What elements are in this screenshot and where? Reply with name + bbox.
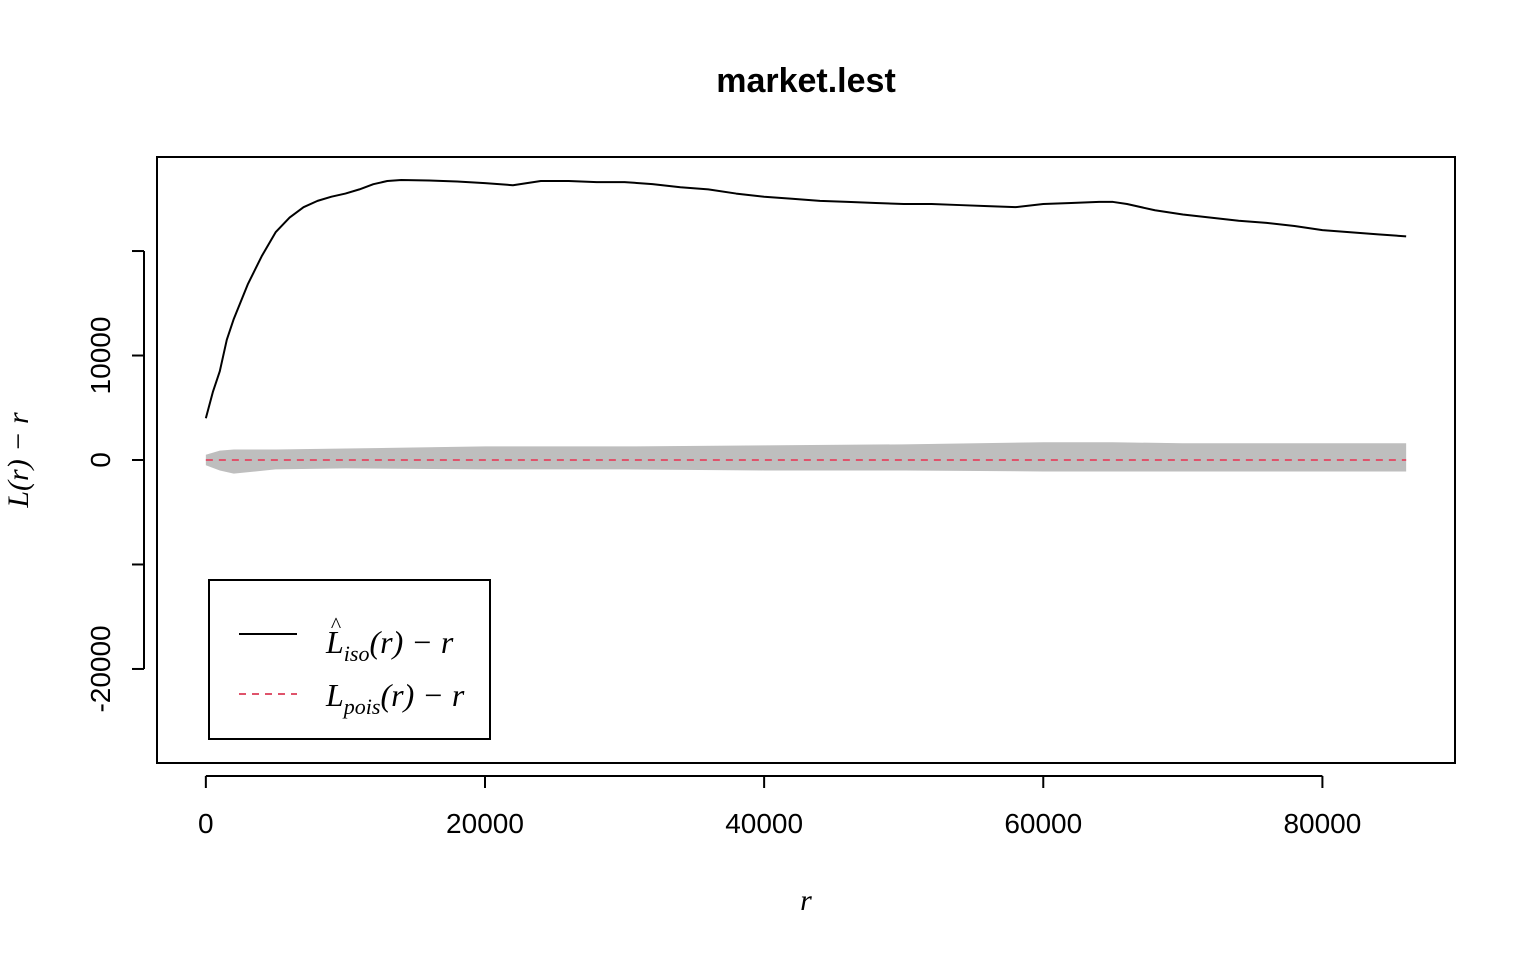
legend-hat-iso: ^ <box>330 612 341 637</box>
series-layer <box>204 178 1407 461</box>
x-axis: 0 20000 40000 60000 80000 <box>198 775 1361 839</box>
chart-title: market.lest <box>716 62 896 100</box>
legend: Liso(r) − r ^ Lpois(r) − r <box>208 579 491 740</box>
y-axis: -20000 0 10000 <box>85 250 145 713</box>
y-axis-label: L(r) − r <box>2 412 35 509</box>
x-axis-label: r <box>800 884 812 917</box>
y-tick-label: 0 <box>85 452 116 468</box>
simulation-envelope <box>205 442 1407 474</box>
x-tick-label: 60000 <box>1004 808 1082 839</box>
legend-label-pois: Lpois(r) − r <box>325 677 465 719</box>
x-tick-label: 80000 <box>1283 808 1361 839</box>
x-tick-label: 40000 <box>725 808 803 839</box>
plot-frame <box>156 156 1456 764</box>
y-tick-label: 10000 <box>85 317 116 395</box>
legend-box <box>208 579 491 740</box>
envelope-layer <box>205 442 1407 474</box>
y-tick-label: -20000 <box>85 625 116 712</box>
x-tick-label: 20000 <box>446 808 524 839</box>
series-line-iso <box>204 178 1407 419</box>
legend-label-iso: Liso(r) − r <box>325 624 454 666</box>
x-tick-label: 0 <box>198 808 214 839</box>
